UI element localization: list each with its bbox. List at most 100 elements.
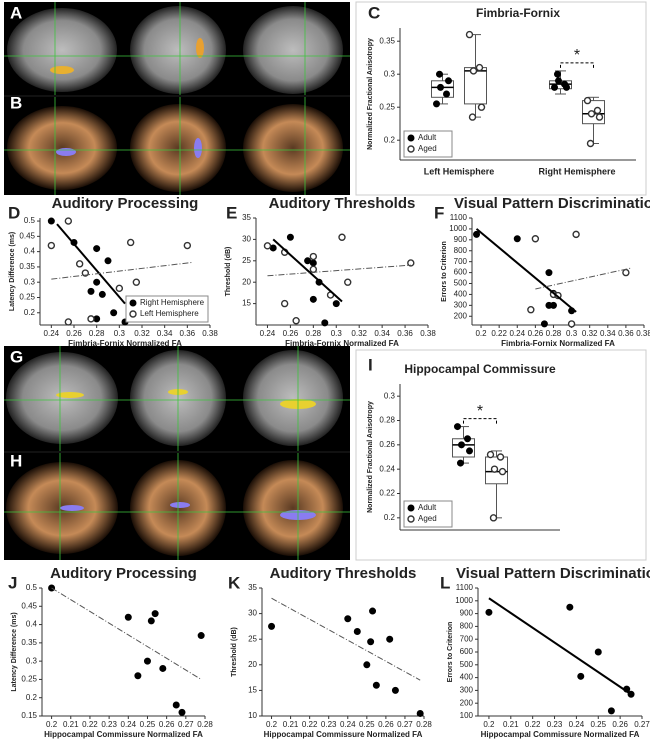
data-point bbox=[309, 295, 317, 303]
data-point bbox=[64, 217, 73, 225]
data-point bbox=[555, 77, 562, 85]
y-tick-label: 15 bbox=[248, 686, 257, 695]
x-tick-label: 0.38 bbox=[636, 329, 650, 338]
x-tick-label: 0.22 bbox=[491, 329, 507, 338]
data-point bbox=[531, 235, 540, 243]
y-tick-label: 0.26 bbox=[379, 440, 395, 449]
fit-line bbox=[267, 264, 411, 277]
data-point bbox=[593, 106, 602, 115]
x-tick-label: 0.21 bbox=[283, 720, 299, 729]
x-tick-label: 0.24 bbox=[340, 720, 356, 729]
x-tick-label: 0.2 bbox=[266, 720, 278, 729]
data-point bbox=[369, 607, 377, 615]
data-point bbox=[466, 447, 473, 455]
y-tick-label: 10 bbox=[248, 711, 257, 720]
legend-marker bbox=[129, 299, 137, 307]
x-tick-label: 0.32 bbox=[351, 329, 367, 338]
y-axis-label: Latency Difference (ms) bbox=[11, 612, 18, 691]
annotation: * bbox=[574, 47, 580, 64]
y-tick-label: 400 bbox=[454, 290, 468, 299]
data-point bbox=[87, 287, 95, 295]
panel-label: I bbox=[368, 355, 373, 374]
data-point bbox=[64, 318, 73, 326]
data-point bbox=[147, 617, 155, 625]
panel-label: B bbox=[10, 93, 22, 112]
x-tick-label: 0.21 bbox=[503, 720, 519, 729]
brain-sagittal bbox=[6, 352, 118, 444]
x-axis-label: Hippocampal Commissure Normalized FA bbox=[264, 730, 423, 739]
y-tick-label: 800 bbox=[454, 246, 468, 255]
y-tick-label: 25 bbox=[248, 634, 257, 643]
y-tick-label: 0.15 bbox=[21, 711, 37, 720]
x-tick-label: 0.3 bbox=[331, 329, 343, 338]
brain-axial bbox=[243, 6, 343, 94]
significance-bracket bbox=[560, 62, 594, 68]
y-tick-label: 200 bbox=[454, 311, 468, 320]
panel-frame bbox=[355, 1, 647, 196]
panel-label: K bbox=[228, 573, 241, 592]
data-point bbox=[587, 110, 596, 118]
y-tick-label: 0.35 bbox=[379, 36, 395, 45]
x-tick-label: Left Hemisphere bbox=[424, 166, 495, 176]
x-tick-label: 0.27 bbox=[397, 720, 413, 729]
legend-marker bbox=[407, 134, 415, 142]
y-tick-label: 0.4 bbox=[24, 247, 36, 256]
data-point bbox=[183, 241, 192, 250]
y-tick-label: 0.45 bbox=[21, 601, 37, 610]
chart-title: Auditory Thresholds bbox=[270, 565, 417, 582]
legend-label: Adult bbox=[418, 503, 437, 512]
data-point bbox=[477, 103, 486, 111]
data-point bbox=[407, 259, 415, 267]
data-point bbox=[545, 269, 553, 277]
x-tick-label: 0.38 bbox=[202, 329, 218, 338]
x-tick-label: 0.2 bbox=[483, 720, 495, 729]
x-tick-label: 0.34 bbox=[600, 329, 616, 338]
data-point bbox=[151, 610, 159, 618]
data-point bbox=[280, 299, 289, 308]
chart-title: Hippocampal Commissure bbox=[404, 362, 556, 376]
legend-marker bbox=[407, 145, 415, 153]
y-tick-label: 35 bbox=[248, 583, 257, 592]
data-point bbox=[607, 707, 615, 715]
y-tick-label: 0.25 bbox=[21, 675, 37, 684]
data-point bbox=[475, 63, 484, 72]
data-point bbox=[344, 615, 352, 623]
y-tick-label: 0.5 bbox=[24, 216, 36, 225]
data-point bbox=[464, 435, 471, 443]
x-tick-label: 0.36 bbox=[397, 329, 413, 338]
x-tick-label: 0.28 bbox=[546, 329, 562, 338]
x-tick-label: 0.38 bbox=[420, 329, 436, 338]
data-point bbox=[87, 315, 95, 323]
data-point bbox=[134, 672, 142, 680]
tract-overlay bbox=[50, 66, 74, 74]
data-point bbox=[93, 245, 101, 253]
dti-axial bbox=[243, 104, 343, 192]
dti-axial bbox=[243, 460, 343, 556]
panel-label: A bbox=[10, 3, 22, 22]
panel-label: L bbox=[440, 573, 450, 592]
x-axis-label: Hippocampal Commissure Normalized FA bbox=[44, 730, 203, 739]
x-tick-label: 0.23 bbox=[321, 720, 337, 729]
x-axis-label: Fimbria-Fornix Normalized FA bbox=[68, 339, 182, 348]
data-point bbox=[594, 648, 602, 656]
data-point bbox=[454, 423, 461, 431]
x-tick-label: 0.36 bbox=[180, 329, 196, 338]
y-axis-label: Threshold (dB) bbox=[231, 627, 238, 677]
y-tick-label: 1100 bbox=[450, 213, 468, 222]
data-point bbox=[465, 30, 474, 39]
data-point bbox=[115, 284, 124, 293]
legend-marker bbox=[129, 310, 137, 318]
data-point bbox=[551, 83, 558, 91]
y-tick-label: 0.2 bbox=[26, 693, 38, 702]
legend-label: Aged bbox=[418, 514, 437, 523]
data-point bbox=[197, 632, 205, 640]
box bbox=[464, 67, 487, 105]
x-tick-label: 0.22 bbox=[82, 720, 98, 729]
data-point bbox=[353, 628, 361, 636]
panel-label: H bbox=[10, 451, 22, 470]
data-point bbox=[110, 309, 118, 317]
annotation: * bbox=[477, 403, 483, 420]
y-tick-label: 0.4 bbox=[26, 620, 38, 629]
panel-label: D bbox=[8, 203, 20, 222]
